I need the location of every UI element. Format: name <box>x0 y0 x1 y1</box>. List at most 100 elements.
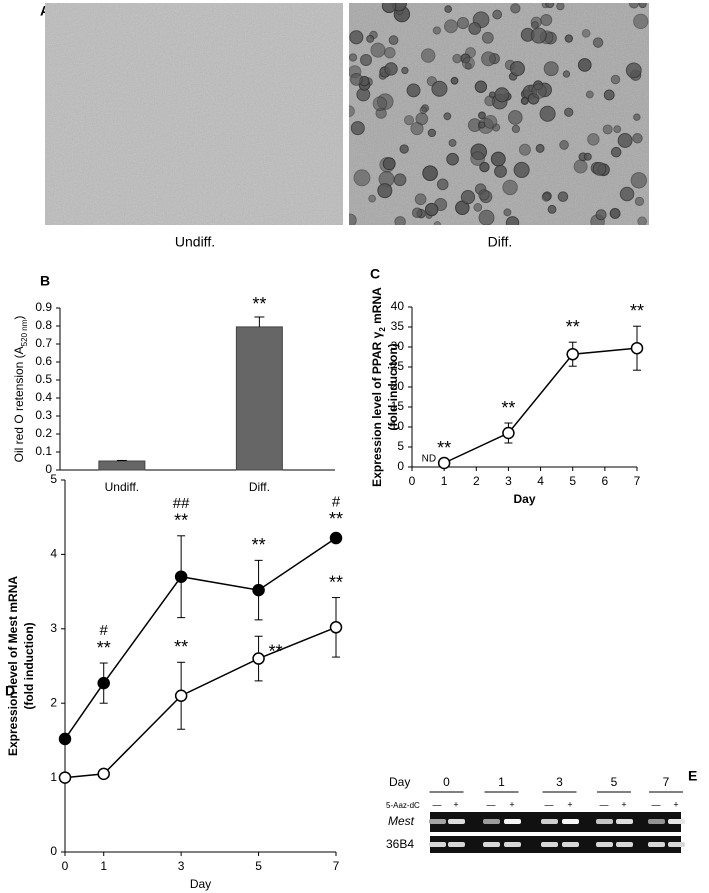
droplet <box>350 121 365 136</box>
band <box>668 842 685 847</box>
x-axis-label: Day <box>190 877 211 891</box>
y-axis-label: Expression level of Mest mRNA <box>6 576 20 756</box>
band <box>648 819 665 824</box>
droplet <box>473 203 483 212</box>
droplet <box>452 53 462 64</box>
droplet <box>478 111 486 120</box>
y-tick-label: 0.8 <box>35 318 52 332</box>
y-tick-label: 4 <box>50 547 57 561</box>
droplet <box>432 26 441 35</box>
panel-label: B <box>40 273 50 289</box>
significance: ** <box>269 641 283 661</box>
lane-label: + <box>621 799 626 809</box>
band <box>596 819 613 824</box>
panel-label: D <box>5 683 15 699</box>
droplet <box>595 209 607 221</box>
significance: ** <box>329 572 343 592</box>
lane-label: — <box>433 799 442 809</box>
droplet <box>350 72 363 86</box>
marker <box>252 652 265 665</box>
droplet <box>414 193 427 206</box>
droplet <box>424 202 439 217</box>
y-axis-label-2: (fold induciton) <box>386 343 400 430</box>
label-part: 520 nm <box>20 319 29 346</box>
droplet <box>638 3 647 9</box>
bar <box>235 326 283 471</box>
droplet <box>610 74 621 85</box>
lane-label: — <box>600 799 609 809</box>
droplet <box>628 3 640 9</box>
droplet <box>461 56 475 70</box>
marker <box>97 676 110 690</box>
droplet <box>456 16 470 30</box>
droplet <box>630 172 647 189</box>
droplet <box>610 146 622 158</box>
droplet <box>531 83 547 99</box>
caption: Undiff. <box>175 234 215 250</box>
droplet <box>541 192 551 202</box>
y-tick-label: 5 <box>50 472 57 486</box>
x-tick-label: Undiff. <box>105 480 139 494</box>
droplet <box>411 207 423 219</box>
x-tick-label: 4 <box>537 474 544 488</box>
x-axis-label: Day <box>513 492 535 506</box>
panel-label: E <box>688 768 697 784</box>
droplet <box>381 3 397 14</box>
marker <box>174 689 188 703</box>
significance: ** <box>437 438 451 458</box>
droplet <box>377 183 393 199</box>
droplet <box>370 42 386 58</box>
band <box>562 819 579 824</box>
band <box>616 842 633 847</box>
x-tick-label: Diff. <box>249 480 270 494</box>
droplet <box>481 51 496 67</box>
marker <box>252 583 265 597</box>
label-part: Oil red O retension (A <box>12 346 26 462</box>
droplet <box>581 29 591 38</box>
y-axis-label-2: (fold induction) <box>22 622 36 709</box>
band <box>504 842 521 847</box>
droplet <box>509 61 525 77</box>
droplet <box>609 208 621 219</box>
droplet <box>349 105 355 117</box>
y-tick-label: 0.9 <box>35 300 52 314</box>
droplet <box>468 22 482 35</box>
lane-label: — <box>545 799 554 809</box>
droplet <box>530 21 539 30</box>
caption: Diff. <box>488 234 513 250</box>
droplet <box>602 124 613 135</box>
droplet <box>502 179 518 196</box>
droplet <box>577 58 592 72</box>
marker <box>437 456 451 470</box>
droplet <box>518 143 531 156</box>
droplet <box>406 83 421 98</box>
droplet <box>474 80 488 93</box>
droplet <box>410 122 424 136</box>
droplet <box>583 152 592 161</box>
panel-label: C <box>370 266 380 282</box>
lane-label: — <box>487 799 496 809</box>
droplet <box>478 209 495 225</box>
droplet <box>444 5 452 13</box>
droplet <box>433 221 441 225</box>
band <box>668 819 685 824</box>
droplet <box>634 196 645 206</box>
droplet <box>603 89 615 101</box>
x-tick-label: 7 <box>634 474 641 488</box>
droplet <box>637 216 647 225</box>
droplet <box>490 151 506 167</box>
droplet <box>625 62 642 79</box>
x-tick-label: 2 <box>473 474 480 488</box>
droplet <box>564 34 574 43</box>
droplet <box>393 173 407 187</box>
droplet <box>510 3 521 14</box>
significance: ** <box>252 294 266 314</box>
lane-label: + <box>453 799 458 809</box>
band <box>483 842 500 847</box>
label-part: Expression level of PPAR γ <box>370 331 384 486</box>
y-tick-label: 3 <box>50 621 57 635</box>
y-tick-label: 15 <box>391 399 405 413</box>
band <box>541 819 558 824</box>
droplet <box>547 204 557 214</box>
